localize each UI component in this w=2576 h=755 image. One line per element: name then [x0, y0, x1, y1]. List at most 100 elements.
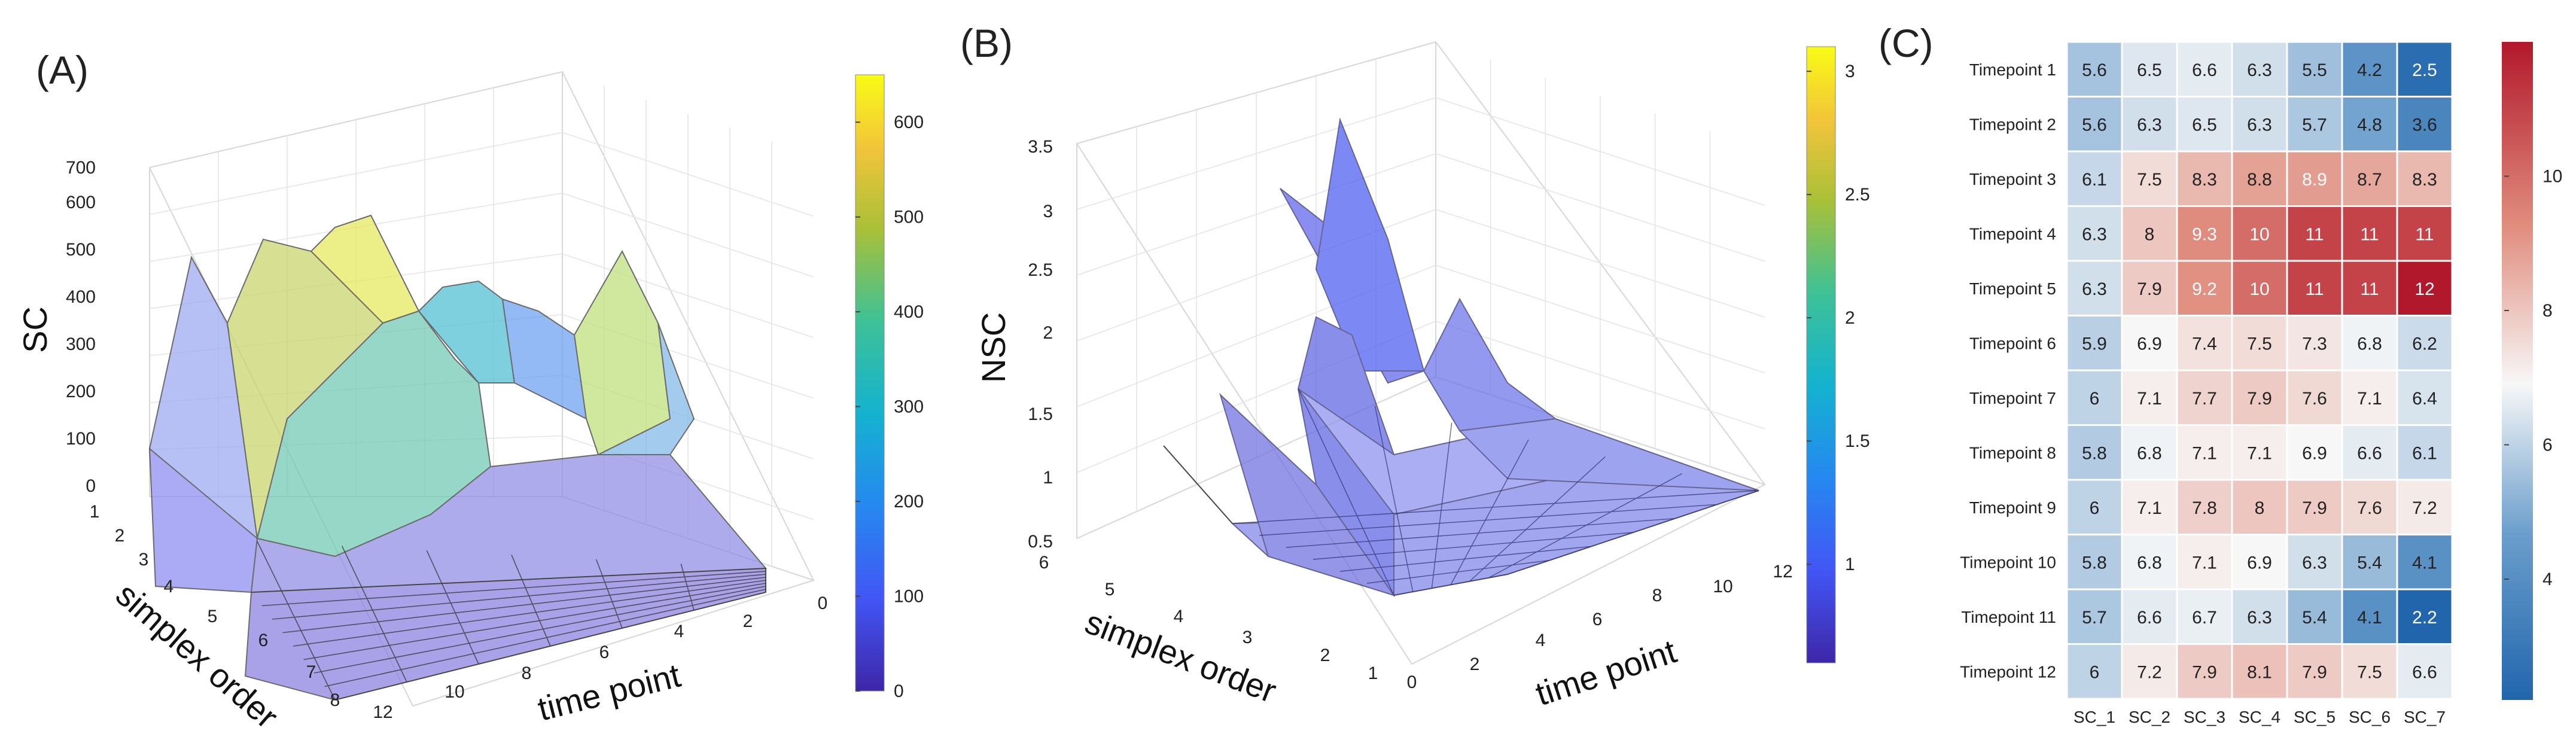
panel-b-z-ticks: 0.5 1 1.5 2 2.5 3 3.5 [1028, 137, 1053, 552]
heatmap-cell [2121, 315, 2178, 372]
tick: 1 [90, 502, 100, 522]
heatmap-cell [2176, 315, 2233, 372]
heatmap-cell-value: 6.3 [2247, 115, 2272, 135]
heatmap-cell-value: 5.4 [2302, 608, 2327, 628]
mesh-line [511, 555, 551, 647]
heatmap-cell [2231, 424, 2288, 481]
heatmap-cell-value: 6.8 [2357, 334, 2382, 354]
panel-b-y-ticks: 2 4 6 8 10 12 [1470, 562, 1793, 674]
surface-b-main-spike [1315, 117, 1425, 372]
mesh-line [1469, 456, 1606, 582]
heatmap-row-label: Timepoint 4 [1969, 224, 2056, 243]
heatmap-cell [2396, 205, 2453, 262]
heatmap-cell-value: 6.6 [2412, 662, 2437, 682]
heatmap-row-label: Timepoint 1 [1969, 60, 2056, 79]
heatmap-cell [2231, 534, 2288, 590]
heatmap-cell-value: 6.3 [2247, 608, 2272, 628]
panel-a: (A) 0 100 200 300 [16, 48, 924, 736]
heatmap-cell-value: 9.3 [2192, 224, 2217, 244]
panel-c-label: (C) [1878, 21, 1933, 65]
heatmap-cell-value: 8.7 [2357, 170, 2382, 190]
tick: 400 [66, 287, 96, 307]
heatmap-cell-value: 4.1 [2412, 553, 2437, 573]
heatmap-cell-value: 5.7 [2082, 608, 2107, 628]
colorbar-tick-label: 0 [894, 681, 904, 701]
heatmap-cell-value: 7.1 [2247, 443, 2272, 463]
heatmap-cell [2286, 424, 2343, 481]
mesh-line [257, 541, 336, 701]
heatmap-cell-value: 6.9 [2302, 443, 2327, 463]
panel-b-ylabel: time point [1531, 632, 1681, 713]
mesh-line [1374, 406, 1414, 592]
heatmap-col-label: SC_5 [2294, 708, 2336, 726]
heatmap-cell [2066, 534, 2123, 590]
tick: 500 [66, 240, 96, 260]
tick: 12 [373, 702, 392, 722]
tick: 2 [115, 526, 125, 546]
heatmap-cell-value: 9.2 [2192, 279, 2217, 299]
panel-b-surface [1219, 117, 1759, 598]
heatmap-cell [2341, 534, 2398, 590]
colorbar-tick-label: 1 [1845, 555, 1855, 574]
heatmap-cell-value: 5.5 [2302, 60, 2327, 80]
tick: 8 [522, 663, 532, 683]
heatmap-cell [2396, 643, 2453, 700]
heatmap-cell-value: 6.7 [2192, 608, 2217, 628]
heatmap-cell-value: 6.5 [2137, 60, 2162, 80]
colorbar-tick-label: 4 [2542, 570, 2553, 589]
heatmap-cell [2396, 260, 2453, 316]
mesh-line [282, 577, 766, 634]
heatmap-cell-value: 7.1 [2192, 443, 2217, 463]
tick: 4 [164, 577, 174, 596]
heatmap-cell [2066, 369, 2123, 426]
colorbar-a-ticks: 0 100 200 300 400 500 600 [855, 112, 924, 701]
heatmap-cell-value: 6.3 [2082, 279, 2107, 299]
mesh-line [1488, 473, 1682, 579]
heatmap-cell [2066, 588, 2123, 645]
mesh-line [595, 559, 623, 629]
heatmap-cell [2176, 369, 2233, 426]
panel-a-ylabel: time point [534, 656, 684, 728]
panel-c-colorbar: 4 6 8 10 [2502, 42, 2562, 700]
heatmap-cell-value: 5.8 [2082, 553, 2107, 573]
panel-a-surface-mesh [251, 541, 766, 701]
panel-a-z-ticks: 0 100 200 300 400 500 600 700 [66, 158, 96, 496]
panel-b-zlabel: NSC [975, 312, 1012, 383]
panel-b: (B) 0.5 1 1.5 2 2.5 3 3.5 [960, 21, 1870, 713]
colorbar-tick-label: 400 [894, 302, 924, 322]
mesh-line [680, 564, 695, 611]
heatmap-cell [2176, 479, 2233, 535]
heatmap-cell-value: 6.1 [2412, 443, 2437, 463]
heatmap-cell [2396, 150, 2453, 207]
colorbar-tick-label: 8 [2542, 301, 2553, 321]
mesh-line [261, 571, 766, 607]
colorbar-tick-label: 300 [894, 397, 924, 417]
mesh-line [1232, 490, 1759, 524]
mesh-line [1431, 422, 1453, 589]
heatmap-cell-value: 8.3 [2412, 170, 2437, 190]
heatmap-col-label: SC_2 [2129, 708, 2170, 726]
heatmap-cell [2341, 369, 2398, 426]
heatmap-cell [2121, 588, 2178, 645]
colorbar-tick-label: 6 [2542, 435, 2553, 455]
heatmap-row-label: Timepoint 12 [1960, 662, 2056, 681]
heatmap-cell-value: 7.1 [2192, 553, 2217, 573]
heatmap-cell [2286, 643, 2343, 700]
tick: 2 [743, 611, 753, 631]
tick: 0 [818, 593, 828, 613]
heatmap-cell-value: 5.9 [2082, 334, 2107, 354]
heatmap-row-label: Timepoint 10 [1960, 553, 2056, 571]
colorbar-tick-label: 2 [1845, 308, 1855, 328]
tick: 4 [674, 622, 684, 641]
heatmap-row-label: Timepoint 11 [1961, 608, 2056, 626]
heatmap: Timepoint 1 5.6 6.5 6.6 6.3 5.5 4.2 2.5 Timepoin… [1960, 41, 2453, 726]
tick: 10 [1713, 577, 1732, 596]
heatmap-cell-value: 7.6 [2302, 389, 2327, 409]
colorbar-b-ticks: 1 1.5 2 2.5 3 [1807, 62, 1870, 574]
colorbar-tick-label: 100 [894, 587, 924, 607]
tick: 200 [66, 382, 96, 401]
panel-a-zlabel: SC [16, 306, 54, 353]
tick: 3.5 [1028, 137, 1053, 157]
surface-b-edge-line [1163, 445, 1233, 524]
heatmap-cell-value: 5.4 [2357, 553, 2382, 573]
